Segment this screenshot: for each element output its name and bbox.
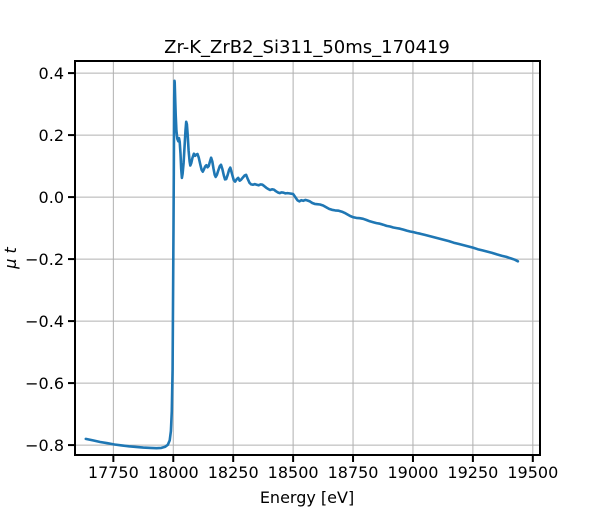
x-tick-label: 19250 [447, 463, 498, 482]
y-tick-label: −0.8 [25, 436, 64, 455]
x-tick-label: 18000 [148, 463, 199, 482]
y-tick-label: −0.6 [25, 374, 64, 393]
x-tick-label: 19000 [388, 463, 439, 482]
x-axis-label: Energy [eV] [260, 488, 354, 507]
tick-marks [68, 72, 534, 462]
data-line-mu-t [84, 79, 520, 450]
x-tick-label: 18250 [208, 463, 259, 482]
y-tick-label: 0.4 [39, 64, 64, 83]
y-tick-label: −0.2 [25, 250, 64, 269]
y-tick-label: 0.0 [39, 188, 64, 207]
axes-frame [74, 60, 541, 456]
y-tick-label: 0.2 [39, 126, 64, 145]
y-axis-label: μ t [1, 247, 20, 270]
tick-labels: 17750 18000 18250 18500 18750 19000 19250 19500… [25, 64, 558, 482]
gridlines [75, 61, 540, 455]
x-tick-label: 17750 [88, 463, 139, 482]
y-tick-label: −0.4 [25, 312, 64, 331]
x-tick-label: 18500 [268, 463, 319, 482]
x-tick-label: 18750 [328, 463, 379, 482]
chart-title: Zr-K_ZrB2_Si311_50ms_170419 [164, 37, 450, 58]
x-tick-label: 19500 [507, 463, 558, 482]
